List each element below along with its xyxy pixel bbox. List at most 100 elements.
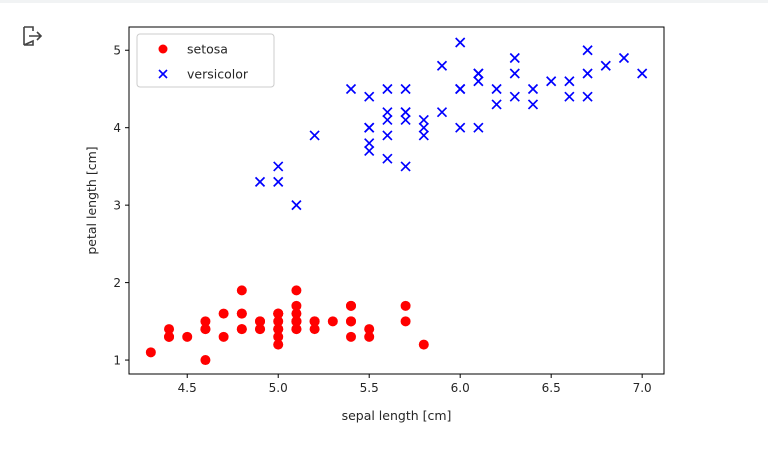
versicolor-point [582, 45, 593, 56]
versicolor-point [418, 122, 429, 133]
versicolor-point [527, 83, 539, 95]
versicolor-point [400, 83, 411, 95]
setosa-point [218, 331, 229, 342]
versicolor-point [473, 76, 484, 87]
versicolor-point [364, 122, 375, 133]
setosa-point [200, 355, 211, 366]
setosa-point [291, 324, 302, 335]
top-strip [0, 0, 768, 3]
versicolor-point [254, 176, 266, 188]
y-tick-label: 4 [113, 121, 121, 135]
versicolor-point [382, 107, 393, 118]
versicolor-point [364, 91, 375, 102]
versicolor-point [364, 138, 375, 149]
versicolor-point [582, 91, 593, 102]
versicolor-point [564, 76, 575, 87]
setosa-point [273, 331, 284, 342]
y-tick-label: 2 [113, 276, 121, 290]
versicolor-point [527, 99, 539, 110]
setosa-point [145, 347, 156, 358]
versicolor-point [455, 122, 466, 133]
versicolor-point [436, 107, 448, 118]
setosa-point [346, 331, 357, 342]
legend-setosa-label: setosa [187, 42, 228, 57]
versicolor-point [382, 114, 393, 126]
setosa-point [291, 300, 302, 311]
y-axis: 1 2 3 4 5 [113, 44, 129, 368]
setosa-point [364, 324, 375, 335]
versicolor-point [309, 130, 320, 141]
setosa-point [164, 331, 175, 342]
setosa-point [309, 324, 320, 335]
setosa-point [200, 316, 211, 327]
versicolor-point [273, 161, 284, 172]
setosa-point [291, 316, 302, 327]
versicolor-point [473, 122, 484, 133]
versicolor-point [273, 176, 284, 188]
setosa-point [273, 339, 284, 350]
x-tick-label: 6.5 [542, 381, 561, 395]
x-axis-label: sepal length [cm] [342, 408, 452, 423]
setosa-point [400, 316, 411, 327]
x-axis: 4.5 5.0 5.5 6.0 6.5 7.0 [178, 374, 652, 395]
versicolor-point [364, 145, 375, 157]
setosa-point [400, 300, 411, 311]
y-tick-label: 3 [113, 199, 121, 213]
versicolor-point [637, 68, 648, 79]
setosa-point [236, 285, 247, 296]
versicolor-point [564, 91, 575, 102]
versicolor-point [546, 76, 557, 87]
setosa-point [218, 308, 229, 319]
axes-frame [128, 26, 665, 375]
x-tick-label: 6.0 [451, 381, 470, 395]
versicolor-point [509, 52, 520, 64]
legend-versicolor-marker [158, 69, 168, 79]
setosa-point [364, 331, 375, 342]
setosa-point [273, 324, 284, 335]
setosa-point [346, 316, 357, 327]
legend-setosa-marker [158, 44, 168, 54]
versicolor-point [382, 83, 393, 95]
versicolor-point [600, 60, 611, 71]
versicolor-point [582, 68, 593, 79]
output-arrow-icon[interactable] [20, 24, 44, 48]
versicolor-point [400, 107, 411, 118]
setosa-point [182, 331, 193, 342]
versicolor-point [455, 37, 466, 48]
setosa-point [255, 324, 266, 335]
versicolor-point [345, 83, 357, 95]
setosa-point [291, 308, 302, 319]
versicolor-point [382, 130, 393, 141]
versicolor-point [400, 161, 411, 172]
versicolor-point [291, 200, 302, 211]
x-tick-label: 5.0 [269, 381, 288, 395]
y-tick-label: 5 [113, 44, 121, 58]
versicolor-point [382, 153, 393, 164]
y-axis-label: petal length [cm] [84, 146, 99, 254]
y-tick-label: 1 [113, 354, 121, 368]
versicolor-point [509, 68, 520, 79]
versicolor-point [618, 52, 630, 64]
x-tick-label: 5.5 [360, 381, 379, 395]
versicolor-point [473, 68, 484, 79]
versicolor-point [491, 83, 502, 95]
setosa-point [273, 308, 284, 319]
setosa-point [273, 316, 284, 327]
legend-box [136, 33, 275, 88]
x-tick-label: 7.0 [633, 381, 652, 395]
setosa-point [164, 324, 175, 335]
setosa-point [309, 316, 320, 327]
setosa-point [255, 316, 266, 327]
versicolor-point [418, 114, 429, 126]
setosa-point [418, 339, 429, 350]
setosa-point [327, 316, 338, 327]
legend-versicolor-label: versicolor [187, 67, 249, 82]
legend: setosa versicolor [136, 33, 275, 88]
versicolor-point [509, 91, 520, 102]
setosa-point [236, 324, 247, 335]
versicolor-point [491, 99, 502, 110]
setosa-point [291, 285, 302, 296]
versicolor-point [400, 114, 411, 126]
versicolor-point [418, 130, 429, 141]
